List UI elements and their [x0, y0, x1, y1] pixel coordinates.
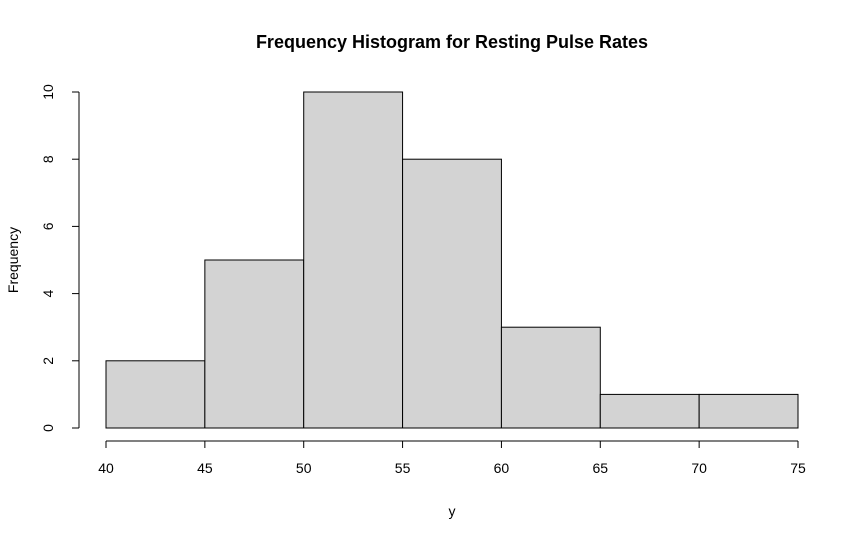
x-tick-label: 50 — [296, 460, 312, 476]
histogram-bar — [698, 393, 799, 429]
y-axis-label: Frequency — [5, 227, 21, 293]
x-tick-label: 40 — [98, 460, 114, 476]
histogram-bar — [599, 393, 700, 429]
histogram-bar — [105, 360, 206, 429]
y-tick-label: 8 — [40, 155, 56, 163]
x-tick-label: 55 — [395, 460, 411, 476]
x-axis-label: y — [449, 503, 456, 519]
y-tick-label: 2 — [40, 357, 56, 365]
y-tick-label: 4 — [40, 289, 56, 297]
histogram-bar — [204, 259, 305, 429]
x-tick-label: 65 — [592, 460, 608, 476]
bars-group — [105, 91, 799, 429]
x-tick-label: 45 — [197, 460, 213, 476]
x-axis: 40 45 50 55 60 65 70 75 — [98, 440, 806, 476]
x-tick-label: 70 — [691, 460, 707, 476]
x-tick-label: 60 — [494, 460, 510, 476]
histogram-bar — [402, 158, 502, 429]
y-tick-label: 0 — [40, 424, 56, 432]
y-tick-label: 6 — [40, 222, 56, 230]
y-axis: 0 2 4 6 8 10 — [40, 84, 80, 432]
histogram-bar — [303, 91, 404, 429]
chart-title: Frequency Histogram for Resting Pulse Ra… — [256, 32, 648, 52]
histogram-bar — [500, 326, 601, 429]
y-tick-label: 10 — [40, 84, 56, 100]
x-tick-label: 75 — [790, 460, 806, 476]
